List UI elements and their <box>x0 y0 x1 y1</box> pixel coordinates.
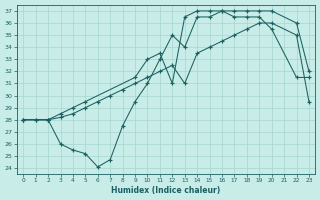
X-axis label: Humidex (Indice chaleur): Humidex (Indice chaleur) <box>111 186 221 195</box>
